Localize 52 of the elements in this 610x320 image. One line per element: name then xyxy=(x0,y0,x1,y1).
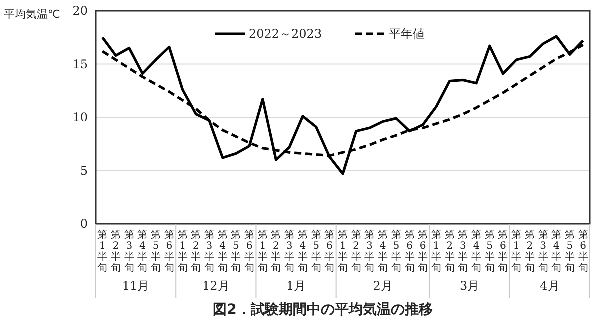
x-tick-label: 第4半旬 xyxy=(552,229,562,274)
x-tick-label: 第2半旬 xyxy=(351,229,362,274)
y-tick-label: 10 xyxy=(72,110,88,125)
text: 11月 xyxy=(122,279,150,293)
x-tick-label: 第5半旬 xyxy=(231,229,242,274)
x-tick-label: 第6半旬 xyxy=(324,229,335,274)
x-tick-label: 第4半旬 xyxy=(218,229,228,274)
x-tick-label: 第5半旬 xyxy=(311,229,322,274)
x-tick-label: 第2半旬 xyxy=(191,229,202,274)
x-tick-label: 第2半旬 xyxy=(524,229,535,274)
y-tick-label: 15 xyxy=(72,57,88,72)
x-tick-label: 第6半旬 xyxy=(164,229,174,274)
x-tick-label: 第3半旬 xyxy=(364,229,375,274)
y-tick-label: 5 xyxy=(80,164,88,178)
x-tick-label: 第4半旬 xyxy=(298,229,308,274)
x-tick-label: 第1半旬 xyxy=(98,229,108,274)
x-tick-label: 第4半旬 xyxy=(378,229,388,274)
x-tick-label: 第6半旬 xyxy=(404,229,415,274)
x-tick-label: 第4半旬 xyxy=(472,229,482,274)
x-tick-label: 第2半旬 xyxy=(271,229,282,274)
text: 12月 xyxy=(202,279,230,293)
text: 3月 xyxy=(460,279,480,293)
x-tick-label: 第3半旬 xyxy=(284,229,295,274)
x-tick-label: 第1半旬 xyxy=(338,229,348,274)
x-tick-label: 第5半旬 xyxy=(151,229,162,274)
y-axis-title: 平均気温℃ xyxy=(4,8,60,21)
x-tick-label: 第1半旬 xyxy=(431,229,442,274)
x-tick-label: 第2半旬 xyxy=(111,229,122,274)
x-tick-label: 第5半旬 xyxy=(391,229,402,274)
text: 2月 xyxy=(373,279,393,293)
x-tick-label: 第1半旬 xyxy=(258,229,268,274)
legend-label: 2022～2023 xyxy=(249,27,322,42)
text: 4月 xyxy=(540,279,560,293)
x-tick-label: 第6半旬 xyxy=(418,229,428,274)
x-tick-label: 第1半旬 xyxy=(178,229,188,274)
legend-label: 平年値 xyxy=(389,27,425,42)
text: 図2．試験期間中の平均気温の推移 xyxy=(213,301,433,318)
x-tick-label: 第6半旬 xyxy=(578,229,588,274)
text: 1月 xyxy=(286,279,306,293)
x-tick-label: 第2半旬 xyxy=(444,229,455,274)
x-tick-label: 第3半旬 xyxy=(124,229,134,274)
x-tick-label: 第3半旬 xyxy=(458,229,468,274)
y-tick-label: 20 xyxy=(72,4,88,18)
x-tick-label: 第5半旬 xyxy=(484,229,495,274)
x-tick-label: 第4半旬 xyxy=(138,229,148,274)
x-tick-label: 第6半旬 xyxy=(498,229,508,274)
x-tick-label: 第6半旬 xyxy=(244,229,255,274)
x-tick-label: 第3半旬 xyxy=(538,229,548,274)
x-tick-label: 第5半旬 xyxy=(564,229,575,274)
x-tick-label: 第1半旬 xyxy=(512,229,522,274)
x-tick-label: 第3半旬 xyxy=(204,229,214,274)
y-tick-label: 0 xyxy=(80,217,88,232)
